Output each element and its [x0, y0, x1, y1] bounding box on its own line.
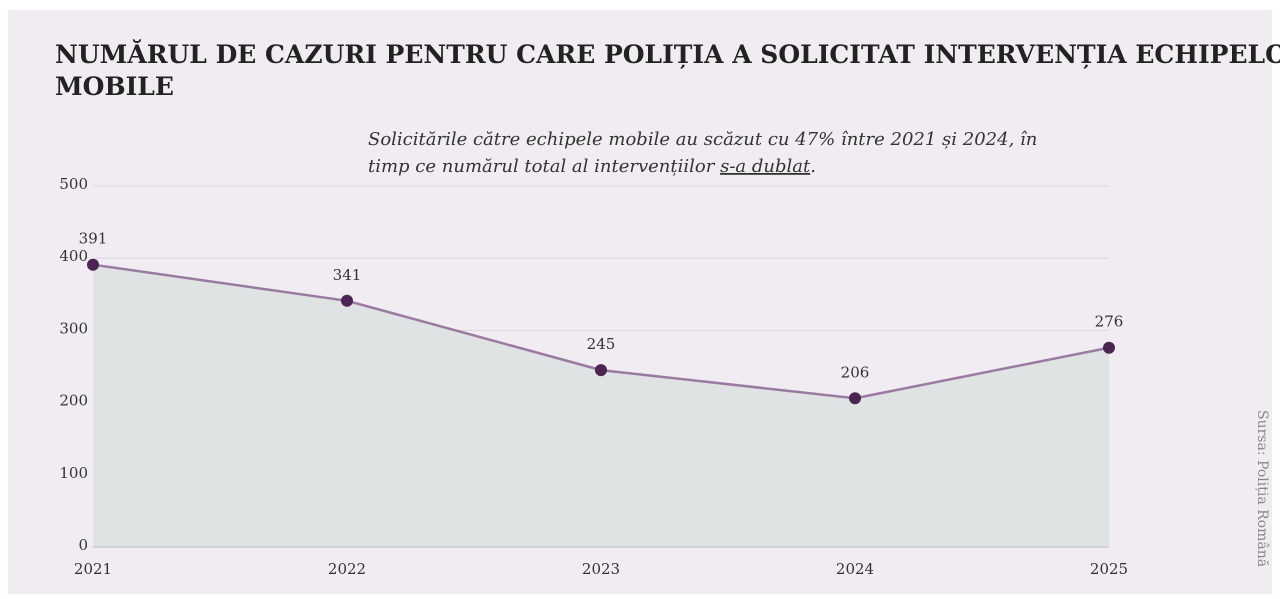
x-tick-label: 2025 [1090, 560, 1128, 578]
y-tick-label: 200 [59, 392, 88, 410]
y-tick-label: 400 [59, 247, 88, 265]
data-label: 341 [333, 266, 362, 284]
x-tick-label: 2022 [328, 560, 366, 578]
data-label: 206 [841, 363, 870, 381]
area [93, 264, 1109, 547]
annotation: timp ce numărul total al intervențiilor [368, 156, 720, 177]
source: Sursa: Poliția Română [1254, 410, 1270, 567]
annotation-link[interactable]: s-a dublat [720, 156, 811, 177]
data-label: 276 [1095, 313, 1124, 331]
data-label: 391 [79, 230, 108, 248]
y-tick-label: 100 [59, 464, 88, 482]
marker [87, 258, 99, 271]
y-tick-label: 500 [59, 175, 88, 193]
y-tick-label: 300 [59, 319, 88, 337]
x-tick-label: 2024 [836, 560, 874, 578]
marker [849, 392, 861, 405]
y-tick-label: 0 [78, 536, 88, 554]
annotation: . [810, 156, 816, 177]
x-tick-label: 2021 [74, 560, 112, 578]
annotation: timp ce numărul total al intervențiilor … [368, 156, 816, 177]
chart-title: NUMĂRUL DE CAZURI PENTRU CARE POLIȚIA A … [55, 40, 1280, 101]
annotation: Solicitările către echipele mobile au sc… [368, 129, 1037, 150]
data-label: 245 [587, 335, 616, 353]
marker [341, 294, 353, 307]
marker [1103, 341, 1115, 354]
x-tick-label: 2023 [582, 560, 620, 578]
marker [595, 364, 607, 377]
